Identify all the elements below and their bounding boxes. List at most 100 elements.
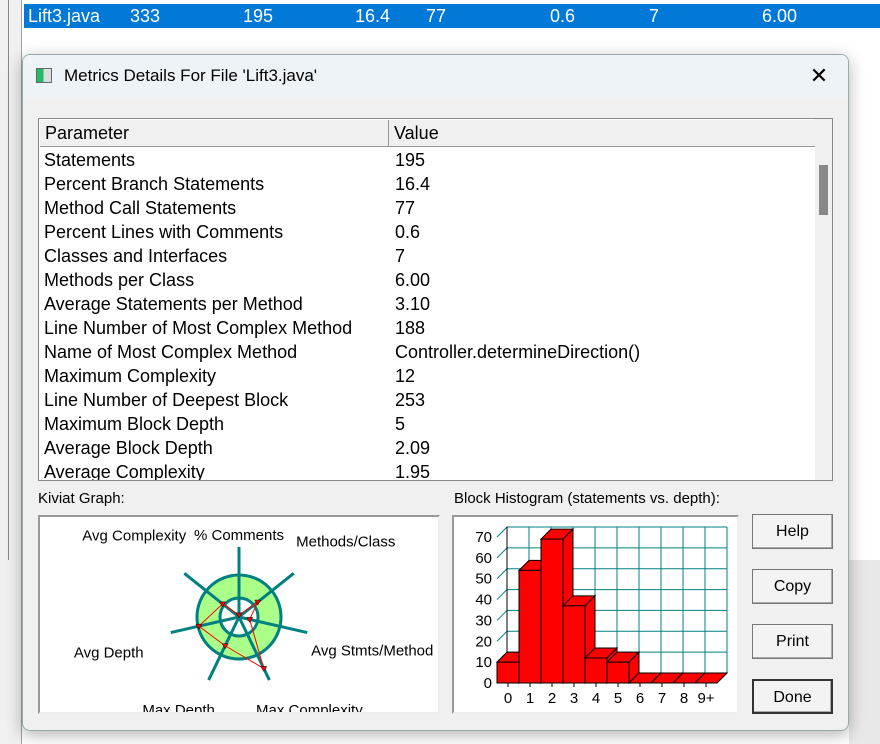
- kiviat-data-point: [219, 601, 227, 608]
- parameter-value: 5: [395, 414, 406, 434]
- grid-line: [496, 589, 508, 600]
- bar-front: [540, 538, 564, 684]
- kiviat-data-point: [235, 612, 243, 619]
- bar-front: [562, 605, 586, 684]
- parameter-value: Controller.determineDirection(): [395, 342, 641, 362]
- file-name: Lift3.java: [28, 6, 101, 26]
- parameter-value: 195: [395, 150, 426, 170]
- grid-line: [496, 610, 508, 621]
- help-button[interactable]: Help: [752, 514, 833, 549]
- parameter-name: Maximum Complexity: [44, 366, 217, 386]
- kiviat-data-point: [260, 666, 268, 672]
- kiviat-data-point: [195, 623, 203, 630]
- table-row[interactable]: Line Number of Deepest Block 253: [44, 388, 425, 412]
- parameter-name: Average Statements per Method: [44, 294, 303, 314]
- parameter-value: 188: [395, 318, 426, 338]
- x-tick-label: 9+: [697, 690, 714, 707]
- kiviat-axis-label: Max Depth: [142, 702, 215, 712]
- x-tick-label: 5: [614, 690, 622, 707]
- cell: 7: [649, 6, 660, 26]
- parameter-name: Percent Lines with Comments: [44, 222, 284, 242]
- kiviat-axis-label: Avg Stmts/Method: [311, 643, 433, 660]
- histogram-bar: [693, 672, 729, 684]
- table-row[interactable]: Name of Most Complex Method Controller.de…: [44, 340, 640, 364]
- parameter-name: Line Number of Most Complex Method: [44, 318, 353, 338]
- y-tick-label: 40: [475, 592, 492, 609]
- parameter-name: Method Call Statements: [44, 198, 237, 218]
- selected-file-row[interactable]: Lift3.java 333 195 16.4 77 0.6 7 6.00: [24, 4, 880, 28]
- table-row[interactable]: Maximum Complexity 12: [44, 364, 415, 388]
- parameter-name: Line Number of Deepest Block: [44, 390, 289, 410]
- parameter-name: Methods per Class: [44, 270, 195, 290]
- y-tick-label: 20: [475, 633, 492, 650]
- parameter-name: Percent Branch Statements: [44, 174, 265, 194]
- bar-front: [518, 569, 542, 684]
- print-button[interactable]: Print: [752, 624, 833, 659]
- bar-front: [606, 661, 630, 684]
- kiviat-axis-label: Max Complexity: [256, 702, 363, 712]
- histogram-label: Block Histogram (statements vs. depth):: [454, 490, 720, 507]
- kiviat-label: Kiviat Graph:: [38, 490, 125, 507]
- table-row[interactable]: Average Block Depth 2.09: [44, 436, 430, 460]
- table-row[interactable]: Classes and Interfaces 7: [44, 244, 405, 268]
- kiviat-graph: % Comments Methods/Class Avg Stmts/Method M…: [38, 515, 440, 719]
- parameter-name: Classes and Interfaces: [44, 246, 228, 266]
- x-tick-label: 1: [526, 690, 534, 707]
- table-row[interactable]: Methods per Class 6.00: [44, 268, 430, 292]
- parameter-name: Statements: [44, 150, 136, 170]
- y-tick-label: 10: [475, 654, 492, 671]
- table-row[interactable]: Average Statements per Method 3.10: [44, 292, 430, 316]
- parameter-name: Name of Most Complex Method: [44, 342, 298, 362]
- close-icon[interactable]: ✕: [809, 63, 829, 88]
- kiviat-axis-label: % Comments: [194, 527, 284, 544]
- cell: 6.00: [762, 6, 798, 26]
- cell: 0.6: [550, 6, 576, 26]
- cell: 195: [243, 6, 274, 26]
- histogram-bar: [561, 594, 597, 685]
- table-row[interactable]: Statements 195: [44, 148, 425, 172]
- bar-front: [496, 661, 520, 684]
- done-button[interactable]: Done: [752, 679, 833, 714]
- kiviat-data-polygon: [198, 600, 265, 670]
- background-window-edge: [849, 560, 880, 744]
- parameter-value: 7: [395, 246, 406, 266]
- bar-top: [693, 672, 729, 684]
- copy-button[interactable]: Copy: [752, 569, 833, 604]
- y-tick-label: 60: [475, 550, 492, 567]
- kiviat-axis-label: Methods/Class: [296, 533, 395, 550]
- x-tick-label: 2: [548, 690, 556, 707]
- kiviat-axis-label: Avg Complexity: [82, 527, 186, 544]
- y-tick-label: 0: [484, 675, 492, 692]
- column-header-value[interactable]: Value: [389, 120, 817, 147]
- x-tick-label: 8: [680, 690, 688, 707]
- kiviat-axis: [238, 572, 295, 619]
- grid-line: [496, 630, 508, 642]
- table-row[interactable]: Line Number of Most Complex Method 188: [44, 316, 425, 340]
- dialog-title: Metrics Details For File 'Lift3.java': [64, 66, 318, 85]
- metrics-table[interactable]: Parameter Value Statements 195 Percent Bra…: [38, 118, 833, 481]
- parameter-value: 2.09: [395, 438, 431, 458]
- table-row[interactable]: Percent Lines with Comments 0.6: [44, 220, 420, 244]
- table-row[interactable]: Average Complexity 1.95: [44, 460, 430, 480]
- table-header: Parameter Value: [40, 120, 817, 147]
- scrollbar-thumb[interactable]: [819, 165, 828, 215]
- background-window-edge: [0, 0, 22, 744]
- parameter-value: 16.4: [395, 174, 431, 194]
- y-tick-label: 70: [475, 529, 492, 546]
- title-bar[interactable]: Metrics Details For File 'Lift3.java' ✕: [23, 55, 848, 97]
- parameter-name: Average Block Depth: [44, 438, 213, 458]
- kiviat-data-point: [246, 617, 254, 623]
- y-tick-label: 30: [475, 612, 492, 629]
- table-row[interactable]: Maximum Block Depth 5: [44, 412, 405, 436]
- parameter-value: 12: [395, 366, 416, 386]
- parameter-name: Maximum Block Depth: [44, 414, 225, 434]
- grid-line: [496, 568, 508, 580]
- parameter-value: 1.95: [395, 462, 431, 481]
- column-header-parameter[interactable]: Parameter: [40, 120, 389, 147]
- table-row[interactable]: Method Call Statements 77: [44, 196, 415, 220]
- parameter-value: 77: [395, 198, 416, 218]
- parameter-value: 0.6: [395, 222, 421, 242]
- table-row[interactable]: Percent Branch Statements 16.4: [44, 172, 430, 196]
- vertical-scrollbar[interactable]: [815, 119, 832, 480]
- kiviat-axis: [170, 615, 240, 635]
